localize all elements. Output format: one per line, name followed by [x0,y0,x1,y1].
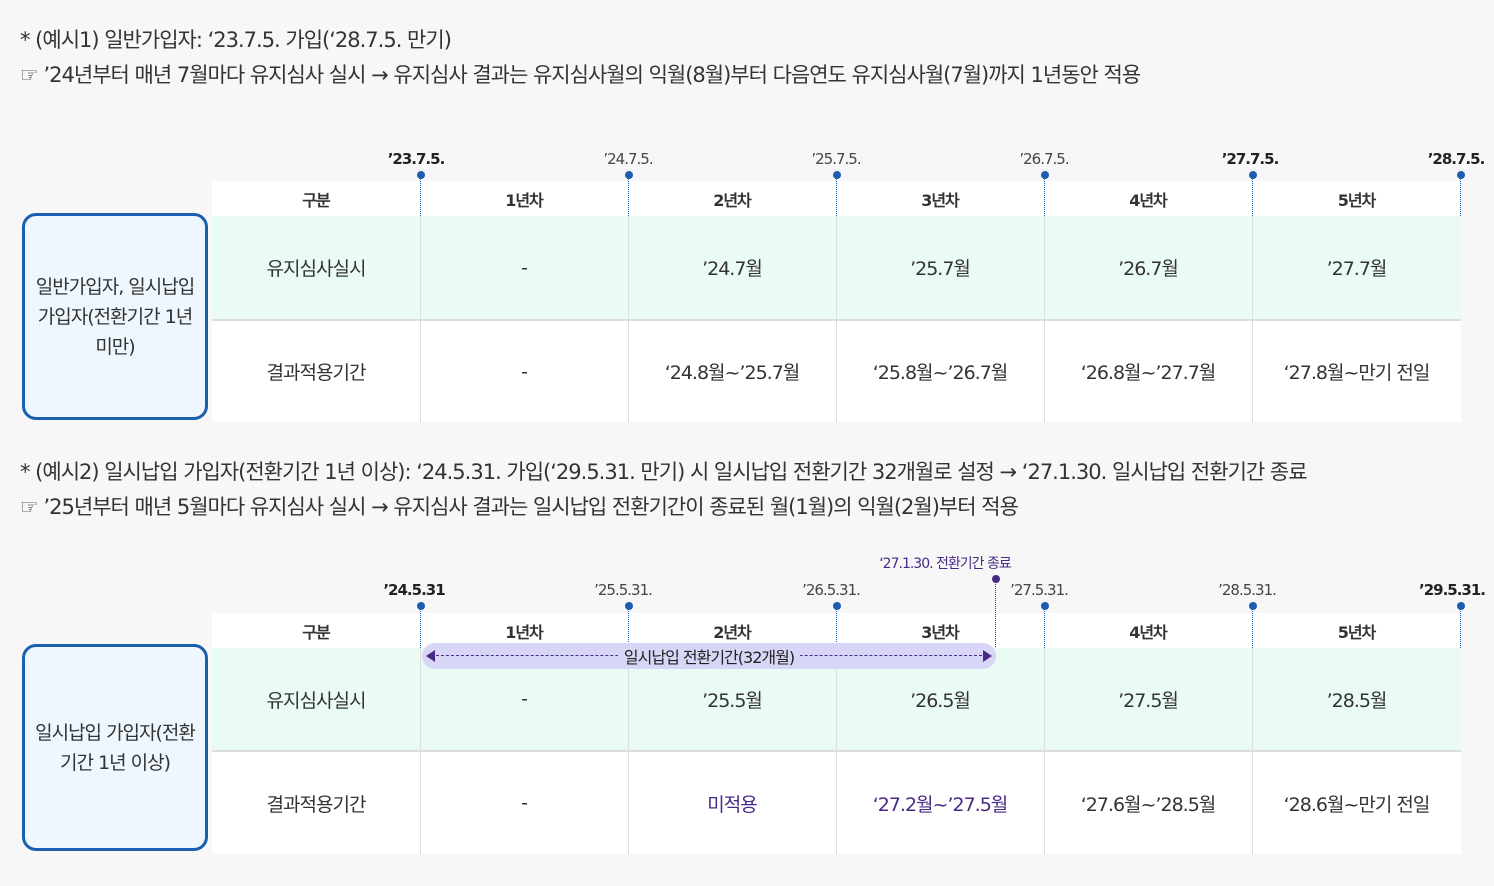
arrow-left-icon [426,650,435,662]
table-cell: ’25.5월 [702,689,763,712]
row-label: 결과적용기간 [266,362,367,384]
header-cell: 4년차 [1129,190,1168,210]
table-cell: - [521,792,528,814]
timeline-marker-line [1044,175,1045,216]
row-label: 결과적용기간 [266,793,367,816]
timeline-dot [1457,602,1465,610]
timeline-date: ’29.5.31. [1419,581,1486,599]
timeline-marker-line [1252,606,1253,648]
column-divider [1044,648,1045,854]
table-cell: ’24.7월 [702,258,763,280]
table-cell: ‘24.8월~’25.7월 [664,362,801,384]
transition-period-bar: 일시납입 전환기간(32개월) [422,643,996,669]
category-label: 일시납입 가입자(전환기간 1년 이상) [22,644,208,851]
timeline-marker-line [420,175,421,216]
header-cell: 1년차 [505,622,544,642]
timeline-dot [1249,171,1257,179]
example1-title: * (예시1) 일반가입자: ‘23.7.5. 가입(‘28.7.5. 만기) [20,28,452,52]
header-cell: 구분 [302,190,330,210]
timeline-marker-line [1252,175,1253,216]
arrow-right-icon [983,650,992,662]
table-cell: ’26.7월 [1118,258,1179,280]
table-cell: ’27.5월 [1118,689,1179,712]
timeline-date: ’26.5.31. [802,581,861,599]
table-cell: ’25.7월 [910,258,971,280]
column-divider [836,216,837,422]
timeline-dot [417,171,425,179]
example2-title: * (예시2) 일시납입 가입자(전환기간 1년 이상): ‘24.5.31. … [20,460,1308,484]
transition-end-note: ‘27.1.30. 전환기간 종료 [879,556,1012,572]
timeline-marker-line [836,175,837,216]
column-divider [836,648,837,854]
timeline-date: ’27.7.5. [1221,150,1280,168]
timeline-marker-line [1460,606,1461,648]
timeline-dot [833,171,841,179]
table-cell: ’28.5월 [1326,689,1388,712]
header-cell: 2년차 [713,622,752,642]
column-divider [420,216,421,422]
timeline-dot [1041,171,1049,179]
table-cell: ‘27.6월~’28.5월 [1080,793,1217,816]
column-divider [1252,216,1253,422]
example1-description: ☞ ’24년부터 매년 7월마다 유지심사 실시 → 유지심사 결과는 유지심사… [20,63,1141,87]
timeline-marker-line [1044,606,1045,648]
table-cell: ‘27.8월~만기 전일 [1283,362,1431,384]
table-cell: ‘28.6월~만기 전일 [1283,793,1431,816]
timeline-marker-line [628,606,629,648]
timeline-dot [417,602,425,610]
timeline-dot [1249,602,1257,610]
timeline-date: ’24.5.31 [383,581,445,599]
example2-description: ☞ ’25년부터 매년 5월마다 유지심사 실시 → 유지심사 결과는 일시납입… [20,495,1019,519]
timeline-marker-line [1460,175,1461,216]
timeline-marker-line [420,606,421,648]
table-cell: ’26.5월 [910,689,971,712]
timeline-dot [625,171,633,179]
table-cell: ‘26.8월~’27.7월 [1080,362,1217,384]
column-divider [420,648,421,854]
header-cell: 5년차 [1337,190,1377,210]
timeline-date: ’28.7.5. [1427,150,1486,168]
timeline-dot [1041,602,1049,610]
table-cell: ’27.7월 [1326,258,1388,280]
timeline-date: ’27.5.31. [1010,581,1069,599]
row-label: 유지심사실시 [266,258,367,280]
header-cell: 4년차 [1129,622,1168,642]
timeline-dot [625,602,633,610]
header-cell: 1년차 [505,190,544,210]
row-label: 유지심사실시 [266,689,367,712]
header-cell: 3년차 [921,622,960,642]
timeline-date: ’25.5.31. [594,581,653,599]
timeline-date: ’25.7.5. [811,150,861,168]
timeline-dot [1457,171,1465,179]
transition-end-dot [992,575,1000,583]
table-cell: ‘25.8월~’26.7월 [872,362,1009,384]
column-divider [1044,216,1045,422]
timeline-date: ’26.7.5. [1019,150,1069,168]
column-divider [628,216,629,422]
category-label: 일반가입자, 일시납입 가입자(전환기간 1년 미만) [22,213,208,420]
table-cell: - [521,360,528,383]
column-divider [628,648,629,854]
timeline-marker-line [628,175,629,216]
timeline-date: ’23.7.5. [387,150,446,168]
transition-end-line [995,579,996,647]
header-cell: 3년차 [921,190,960,210]
timeline-date: ’28.5.31. [1218,581,1277,599]
table-cell: - [521,688,528,710]
timeline-dot [833,602,841,610]
timeline-marker-line [836,606,837,648]
table-cell: ‘27.2월~’27.5월 [872,793,1009,816]
table-cell: 미적용 [707,793,757,816]
header-cell: 2년차 [713,190,752,210]
timeline-date: ’24.7.5. [603,150,653,168]
header-cell: 구분 [302,622,330,642]
transition-period-label: 일시납입 전환기간(32개월) [617,643,801,669]
table-cell: - [521,256,528,279]
header-cell: 5년차 [1337,622,1377,642]
column-divider [1252,648,1253,854]
